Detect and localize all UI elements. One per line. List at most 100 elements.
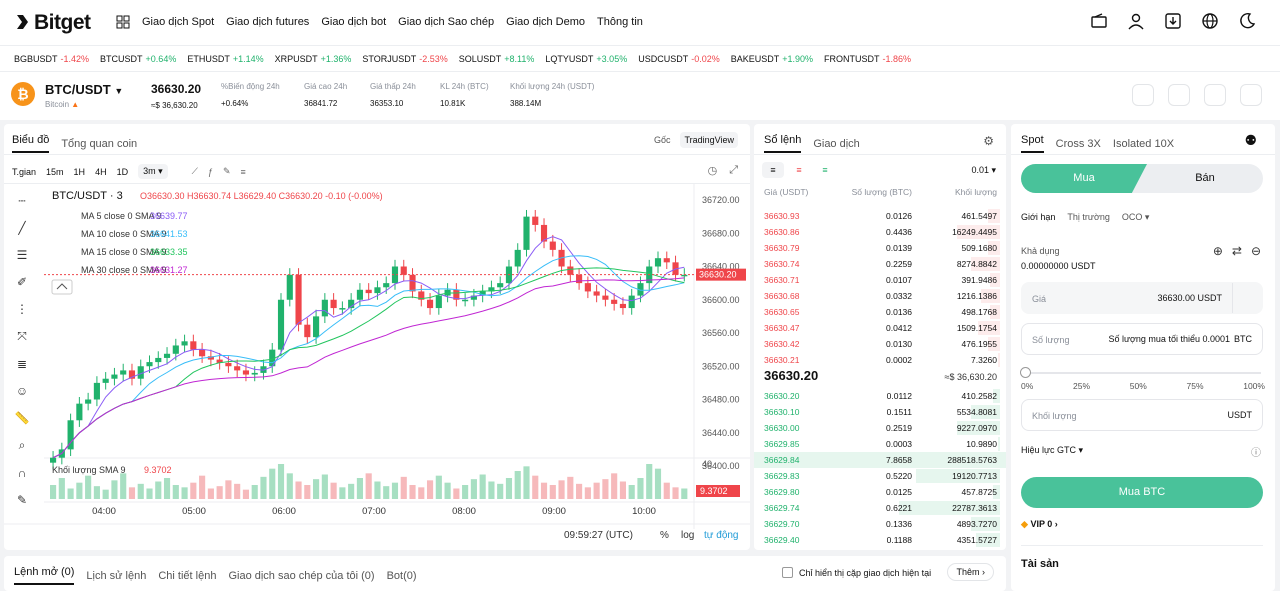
tab-open-orders[interactable]: Lệnh mở (0) xyxy=(14,566,75,585)
ask-row[interactable]: 36630.21 0.0002 7.3260 xyxy=(754,352,1006,368)
tab-orderbook[interactable]: Sổ lệnh xyxy=(764,134,802,153)
time-in-force[interactable]: Hiệu lực GTC ▾ xyxy=(1021,445,1084,455)
zoom-icon[interactable]: ⌕ xyxy=(18,438,26,452)
buy-btc-button[interactable]: Mua BTC xyxy=(1021,477,1263,508)
checkbox[interactable] xyxy=(782,567,793,578)
amount-slider[interactable] xyxy=(1020,367,1261,378)
fullscreen-icon[interactable]: ⤢ xyxy=(729,164,738,176)
dark-mode-icon[interactable] xyxy=(1238,12,1256,30)
grid-menu-icon[interactable] xyxy=(116,15,130,29)
deposit-icon[interactable]: ⊕ xyxy=(1212,244,1223,258)
view-asks-icon[interactable]: ≡ xyxy=(796,165,802,175)
ask-row[interactable]: 36630.68 0.0332 1216.1386 xyxy=(754,288,1006,304)
bid-row[interactable]: 36629.85 0.0003 10.9890 xyxy=(754,436,1006,452)
ticker-item[interactable]: XRPUSDT +1.36% xyxy=(274,53,352,64)
wallet-icon[interactable] xyxy=(1090,12,1108,30)
ticker-item[interactable]: SOLUSDT +8.11% xyxy=(458,53,535,64)
bid-row[interactable]: 36630.10 0.1511 5534.8081 xyxy=(754,404,1006,420)
parallel-lines-icon[interactable]: ☰ xyxy=(16,248,28,262)
tab-bot[interactable]: Bot(0) xyxy=(386,569,417,582)
emoji-icon[interactable]: ☺ xyxy=(15,384,29,398)
price-chart[interactable]: 36720.00 36680.00 36640.00 36600.00 36560.00… xyxy=(4,184,750,550)
menu-info[interactable]: Thông tin xyxy=(597,16,643,28)
ticker-item[interactable]: ETHUSDT +1.14% xyxy=(187,53,264,64)
ask-row[interactable]: 36630.71 0.0107 391.9486 xyxy=(754,272,1006,288)
settings-icon[interactable] xyxy=(1240,84,1262,106)
ask-row[interactable]: 36630.93 0.0126 461.5497 xyxy=(754,208,1006,224)
download-balance-icon[interactable]: ⊖ xyxy=(1250,244,1261,258)
crosshair-icon[interactable]: ┄ xyxy=(18,194,26,208)
bid-row[interactable]: 36630.00 0.2519 9227.0970 xyxy=(754,420,1006,436)
ask-row[interactable]: 36630.47 0.0412 1509.1754 xyxy=(754,320,1006,336)
ticker-item[interactable]: FRONTUSDT -1.86% xyxy=(824,53,912,64)
order-limit[interactable]: Giới hạn xyxy=(1021,212,1056,222)
menu-spot[interactable]: Giao dịch Spot xyxy=(142,16,215,28)
pair-selector[interactable]: BTC/USDT ▼ xyxy=(45,82,123,97)
sell-tab[interactable]: Bán xyxy=(1195,172,1215,184)
bid-row[interactable]: 36630.20 0.0112 410.2582 xyxy=(754,388,1006,404)
info-icon[interactable]: ⓘ xyxy=(1251,448,1261,459)
ticker-item[interactable]: LQTYUSDT +3.05% xyxy=(545,53,628,64)
tab-coin-overview[interactable]: Tổng quan coin xyxy=(61,137,138,150)
globe-icon[interactable] xyxy=(1201,12,1219,30)
tab-spot[interactable]: Spot xyxy=(1021,134,1044,153)
order-market[interactable]: Thị trường xyxy=(1067,212,1110,222)
orderbook-settings-icon[interactable]: ⚙ xyxy=(983,134,994,148)
interval-1d[interactable]: 1D xyxy=(116,166,129,177)
pen-icon[interactable]: ✎ xyxy=(222,166,231,176)
collapse-icon[interactable] xyxy=(1132,84,1154,106)
view-bids-icon[interactable]: ≡ xyxy=(822,165,828,175)
lock-draw-icon[interactable]: ✎ xyxy=(16,493,28,507)
fx-icon[interactable]: ƒ xyxy=(207,166,213,177)
menu-copy-trading[interactable]: Giao dịch Sao chép xyxy=(398,16,495,28)
precision-select[interactable]: 0.01 ▾ xyxy=(971,165,996,175)
bid-row[interactable]: 36629.40 0.1188 4351.5727 xyxy=(754,532,1006,548)
order-oco[interactable]: OCO ▾ xyxy=(1121,212,1150,222)
tab-copy-trades[interactable]: Giao dịch sao chép của tôi (0) xyxy=(228,569,375,582)
transfer-icon[interactable]: ⇄ xyxy=(1231,244,1242,258)
interval-time[interactable]: T.gian xyxy=(12,166,37,177)
layout-icon[interactable] xyxy=(1204,84,1226,106)
ask-row[interactable]: 36630.86 0.4436 16249.4495 xyxy=(754,224,1006,240)
interval-4h[interactable]: 4H xyxy=(95,166,107,177)
bid-row[interactable]: 36629.80 0.0125 457.8725 xyxy=(754,484,1006,500)
view-tradingview[interactable]: TradingView xyxy=(680,132,738,148)
fib-icon[interactable]: ≣ xyxy=(16,357,28,371)
ruler-icon[interactable]: 📏 xyxy=(14,411,30,425)
bid-row[interactable]: 36629.70 0.1336 4893.7270 xyxy=(754,516,1006,532)
view-original[interactable]: Gốc xyxy=(653,135,671,145)
menu-futures[interactable]: Giao dịch futures xyxy=(226,16,310,28)
price-field[interactable]: Giá 36630.00 USDT xyxy=(1021,282,1263,314)
indicator-icon[interactable]: ⟋ xyxy=(191,166,198,176)
ask-row[interactable]: 36630.42 0.0130 476.1955 xyxy=(754,336,1006,352)
tab-isolated[interactable]: Isolated 10X xyxy=(1112,137,1175,150)
tab-order-history[interactable]: Lịch sử lệnh xyxy=(86,569,147,582)
ticker-item[interactable]: BGBUSDT -1.42% xyxy=(14,53,90,64)
bitget-logo[interactable]: Bitget xyxy=(14,11,91,35)
more-button[interactable]: Thêm › xyxy=(947,563,994,581)
interval-3m[interactable]: 3m ▾ xyxy=(138,164,168,179)
ticker-item[interactable]: STORJUSDT -2.53% xyxy=(362,53,448,64)
dots-icon[interactable]: ⋮ xyxy=(16,302,28,316)
snapshot-icon[interactable]: ◷ xyxy=(707,165,718,177)
tab-trades[interactable]: Giao dịch xyxy=(813,137,860,150)
slider-handle[interactable] xyxy=(1020,367,1031,378)
collapse-legend-button[interactable] xyxy=(51,279,73,295)
magnet-icon[interactable]: ∩ xyxy=(17,466,27,480)
price-stepper[interactable] xyxy=(1232,283,1262,313)
menu-bot[interactable]: Giao dịch bot xyxy=(321,16,387,28)
amount-field[interactable]: Khối lượng USDT xyxy=(1021,399,1263,431)
trendline-icon[interactable]: ╱ xyxy=(18,221,26,235)
bell-icon[interactable] xyxy=(1168,84,1190,106)
bid-row[interactable]: 36629.84 7.8658 288518.5763 xyxy=(754,452,1006,468)
ask-row[interactable]: 36630.79 0.0139 509.1680 xyxy=(754,240,1006,256)
vip-badge[interactable]: ◆ VIP 0 › xyxy=(1021,519,1058,529)
template-icon[interactable]: ≡ xyxy=(240,166,246,177)
ask-row[interactable]: 36630.65 0.0136 498.1768 xyxy=(754,304,1006,320)
bid-row[interactable]: 36629.74 0.6221 22787.3613 xyxy=(754,500,1006,516)
ticker-item[interactable]: BAKEUSDT +1.90% xyxy=(730,53,814,64)
buy-tab[interactable]: Mua xyxy=(1021,164,1147,193)
robot-icon[interactable]: ⚉ xyxy=(1244,132,1257,148)
menu-demo[interactable]: Giao dịch Demo xyxy=(506,16,586,28)
interval-1h[interactable]: 1H xyxy=(73,166,86,177)
